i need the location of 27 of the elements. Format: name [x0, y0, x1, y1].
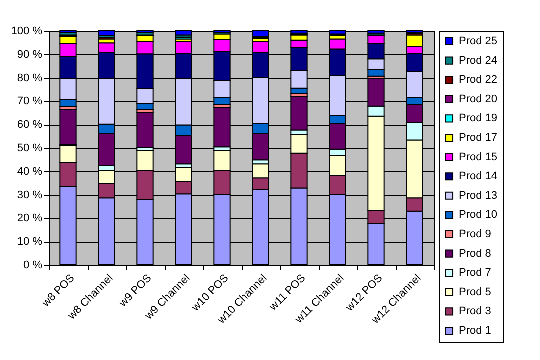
legend-label: Prod 13 [459, 190, 498, 202]
legend-label: Prod 24 [459, 54, 498, 67]
legend-label: Prod 15 [459, 151, 498, 164]
y-tick-label: 70 % [17, 96, 43, 108]
y-tick-label: 40 % [17, 166, 43, 178]
y-tick-label: 60 % [17, 119, 43, 132]
y-tick-label: 30 % [17, 189, 43, 202]
legend-label: Prod 5 [459, 286, 492, 298]
legend-label: Prod 1 [459, 325, 492, 337]
legend-label: Prod 19 [459, 112, 498, 125]
legend-label: Prod 10 [459, 209, 498, 222]
y-tick-label: 90 % [17, 48, 43, 61]
y-tick-label: 0 % [24, 260, 43, 272]
legend-label: Prod 7 [459, 267, 492, 280]
y-tick-label: 10 % [17, 236, 43, 248]
legend-label: Prod 8 [459, 248, 492, 260]
legend-label: Prod 20 [459, 93, 498, 106]
legend-label: Prod 14 [459, 170, 498, 183]
legend-label: Prod 9 [459, 228, 492, 240]
y-tick-label: 80 % [17, 72, 43, 84]
y-tick-label: 20 % [17, 212, 43, 225]
legend-label: Prod 22 [459, 74, 498, 86]
y-tick-label: 100 % [11, 26, 43, 38]
legend-label: Prod 3 [459, 306, 492, 318]
y-tick-label: 50 % [17, 142, 43, 154]
legend-label: Prod 17 [459, 132, 498, 144]
legend-label: Prod 25 [459, 36, 498, 48]
